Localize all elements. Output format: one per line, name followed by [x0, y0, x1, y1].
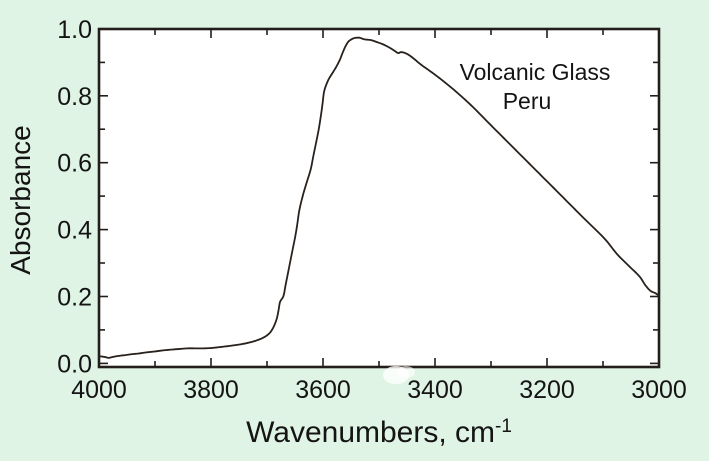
svg-text:Absorbance: Absorbance	[5, 125, 36, 274]
svg-text:1.0: 1.0	[57, 16, 92, 44]
svg-text:Peru: Peru	[503, 88, 552, 114]
svg-text:Wavenumbers, cm-1: Wavenumbers, cm-1	[246, 416, 512, 450]
svg-text:3000: 3000	[631, 376, 687, 404]
svg-text:0.2: 0.2	[57, 284, 92, 312]
svg-text:3800: 3800	[183, 376, 239, 404]
svg-text:0.6: 0.6	[57, 150, 92, 178]
svg-text:3200: 3200	[519, 376, 575, 404]
svg-text:3400: 3400	[407, 376, 463, 404]
svg-text:4000: 4000	[71, 376, 127, 404]
svg-text:0.4: 0.4	[57, 217, 92, 245]
svg-text:0.0: 0.0	[57, 350, 92, 378]
svg-text:0.8: 0.8	[57, 83, 92, 111]
svg-text:Volcanic Glass: Volcanic Glass	[460, 59, 611, 85]
svg-text:3600: 3600	[295, 376, 351, 404]
